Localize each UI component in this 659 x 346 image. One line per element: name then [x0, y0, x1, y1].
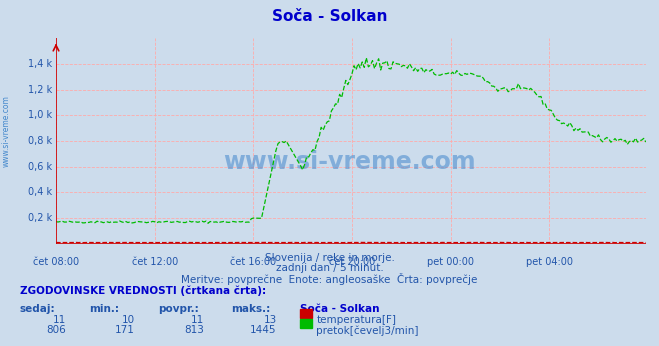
Text: Meritve: povprečne  Enote: angleosaške  Črta: povprečje: Meritve: povprečne Enote: angleosaške Čr…	[181, 273, 478, 285]
Text: pet 00:00: pet 00:00	[427, 257, 474, 267]
Text: 11: 11	[191, 315, 204, 325]
Text: 11: 11	[53, 315, 66, 325]
Text: 0,4 k: 0,4 k	[28, 188, 52, 198]
Text: Soča - Solkan: Soča - Solkan	[272, 9, 387, 24]
Text: zadnji dan / 5 minut.: zadnji dan / 5 minut.	[275, 263, 384, 273]
Text: 0,6 k: 0,6 k	[28, 162, 52, 172]
Text: 1445: 1445	[250, 325, 277, 335]
Text: min.:: min.:	[89, 304, 119, 315]
Text: www.si-vreme.com: www.si-vreme.com	[2, 95, 11, 167]
Text: temperatura[F]: temperatura[F]	[316, 315, 396, 325]
Text: sedaj:: sedaj:	[20, 304, 55, 315]
Text: 1,0 k: 1,0 k	[28, 110, 52, 120]
Text: Soča - Solkan: Soča - Solkan	[300, 304, 380, 315]
Text: www.si-vreme.com: www.si-vreme.com	[223, 149, 476, 174]
Text: 806: 806	[46, 325, 66, 335]
Text: maks.:: maks.:	[231, 304, 270, 315]
Text: 0,2 k: 0,2 k	[28, 213, 52, 223]
Text: 1,4 k: 1,4 k	[28, 59, 52, 69]
Text: 10: 10	[122, 315, 135, 325]
Text: pretok[čevelj3/min]: pretok[čevelj3/min]	[316, 325, 419, 336]
Text: 813: 813	[185, 325, 204, 335]
Text: pet 04:00: pet 04:00	[526, 257, 573, 267]
Text: povpr.:: povpr.:	[158, 304, 199, 315]
Text: 13: 13	[264, 315, 277, 325]
Text: čet 16:00: čet 16:00	[230, 257, 276, 267]
Text: čet 12:00: čet 12:00	[132, 257, 178, 267]
Text: čet 20:00: čet 20:00	[329, 257, 375, 267]
Text: ZGODOVINSKE VREDNOSTI (črtkana črta):: ZGODOVINSKE VREDNOSTI (črtkana črta):	[20, 285, 266, 296]
Text: 1,2 k: 1,2 k	[28, 84, 52, 94]
Text: 171: 171	[115, 325, 135, 335]
Text: Slovenija / reke in morje.: Slovenija / reke in morje.	[264, 253, 395, 263]
Text: čet 08:00: čet 08:00	[33, 257, 79, 267]
Text: 0,8 k: 0,8 k	[28, 136, 52, 146]
